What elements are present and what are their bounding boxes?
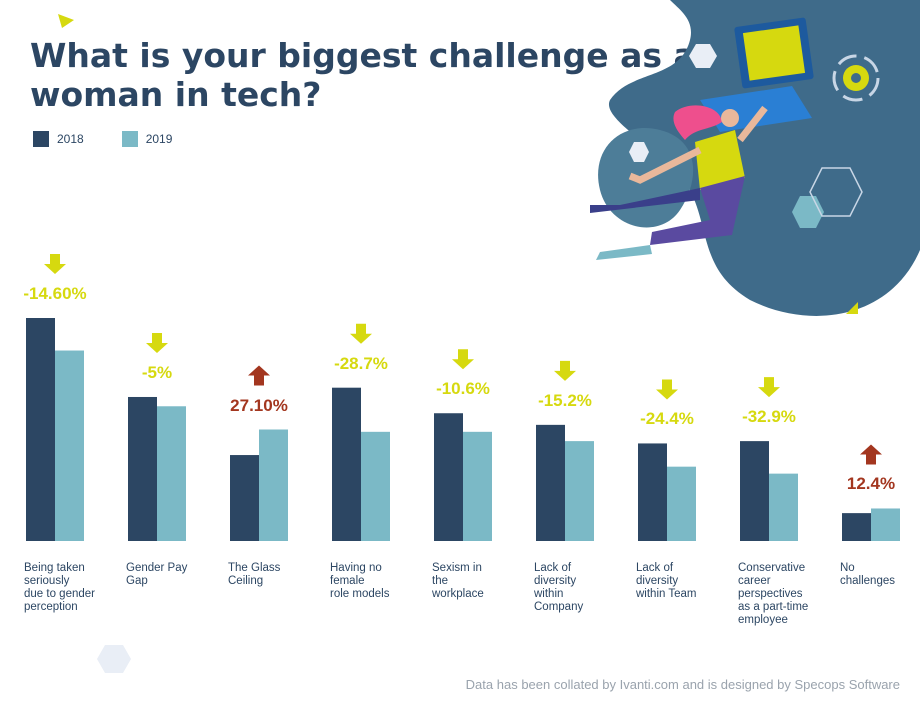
category-label-7: Conservative career perspectives as a pa… [738, 562, 809, 626]
arrow-down-icon-7 [758, 377, 780, 398]
arrow-down-icon-4 [452, 349, 474, 370]
change-label-7: -32.9% [742, 407, 796, 427]
bar-2018-6 [638, 443, 667, 541]
bar-2018-0 [26, 318, 55, 541]
bars-group [26, 318, 900, 541]
change-label-0: -14.60% [23, 284, 87, 303]
hexagon-bottom-icon [97, 645, 131, 673]
category-label-5: Lack of diversity within Company [534, 562, 584, 613]
legend-label-2019: 2019 [145, 132, 173, 146]
category-label-3: Having no female role models [330, 562, 390, 600]
bar-2018-5 [536, 424, 565, 541]
chart-title: What is your biggest challenge as a woma… [30, 36, 696, 114]
bar-2019-1 [157, 406, 186, 541]
bar-2018-7 [740, 441, 769, 541]
legend-swatch-2018 [33, 131, 49, 147]
triangle-icon-2 [846, 302, 858, 314]
legend-item-2018: 2018 [33, 131, 84, 147]
category-label-0: Being taken seriously due to gender perc… [24, 562, 95, 613]
change-label-5: -15.2% [538, 390, 592, 410]
bar-2018-1 [128, 396, 157, 541]
arrow-down-icon-0 [44, 254, 66, 274]
bar-2018-4 [434, 413, 463, 541]
change-label-3: -28.7% [334, 353, 388, 373]
bar-2019-4 [463, 431, 492, 541]
arrow-down-icon-6 [656, 379, 678, 400]
category-label-8: No challenges [840, 562, 895, 587]
legend-label-2018: 2018 [57, 132, 84, 146]
category-label-1: Gender Pay Gap [126, 562, 188, 587]
background-blob [608, 0, 920, 316]
hexagon-icon [629, 142, 649, 162]
category-label-2: The Glass Ceiling [228, 562, 281, 587]
bar-2018-3 [332, 387, 361, 541]
arrow-down-icon-5 [554, 360, 576, 381]
triangle-icon [58, 14, 74, 28]
arrow-down-icon-3 [350, 323, 372, 344]
gear-icon [832, 54, 880, 102]
bar-2019-7 [769, 473, 798, 541]
legend-item-2019: 2019 [121, 131, 173, 147]
bar-2018-8 [842, 513, 871, 541]
change-label-6: -24.4% [640, 409, 694, 429]
change-label-4: -10.6% [436, 379, 490, 399]
hexagon-icon-3 [689, 44, 717, 68]
bar-2019-0 [55, 350, 84, 541]
bar-2018-2 [230, 455, 259, 541]
bar-2019-2 [259, 429, 288, 541]
category-label-4: Sexism in the workplace [432, 562, 484, 600]
legend: 2018 2019 [33, 131, 210, 147]
arrow-up-icon-8 [860, 444, 882, 465]
source-footnote: Data has been collated by Ivanti.com and… [465, 677, 900, 692]
change-arrows-group [44, 254, 882, 465]
hexagon-outline-icon [809, 167, 863, 217]
legend-swatch-2019 [121, 131, 138, 147]
bar-2019-3 [361, 431, 390, 541]
change-label-2: 27.10% [230, 395, 288, 415]
change-label-8: 12.4% [846, 474, 896, 494]
category-label-6: Lack of diversity within Team [636, 562, 697, 600]
arrow-down-icon-1 [146, 332, 168, 353]
illustration [590, 0, 920, 316]
bar-2019-6 [667, 466, 696, 541]
bar-2019-5 [565, 441, 594, 541]
change-label-1: -5% [141, 362, 173, 382]
woman-figure [590, 105, 768, 260]
bar-2019-8 [871, 508, 900, 541]
arrow-up-icon-2 [248, 365, 270, 386]
